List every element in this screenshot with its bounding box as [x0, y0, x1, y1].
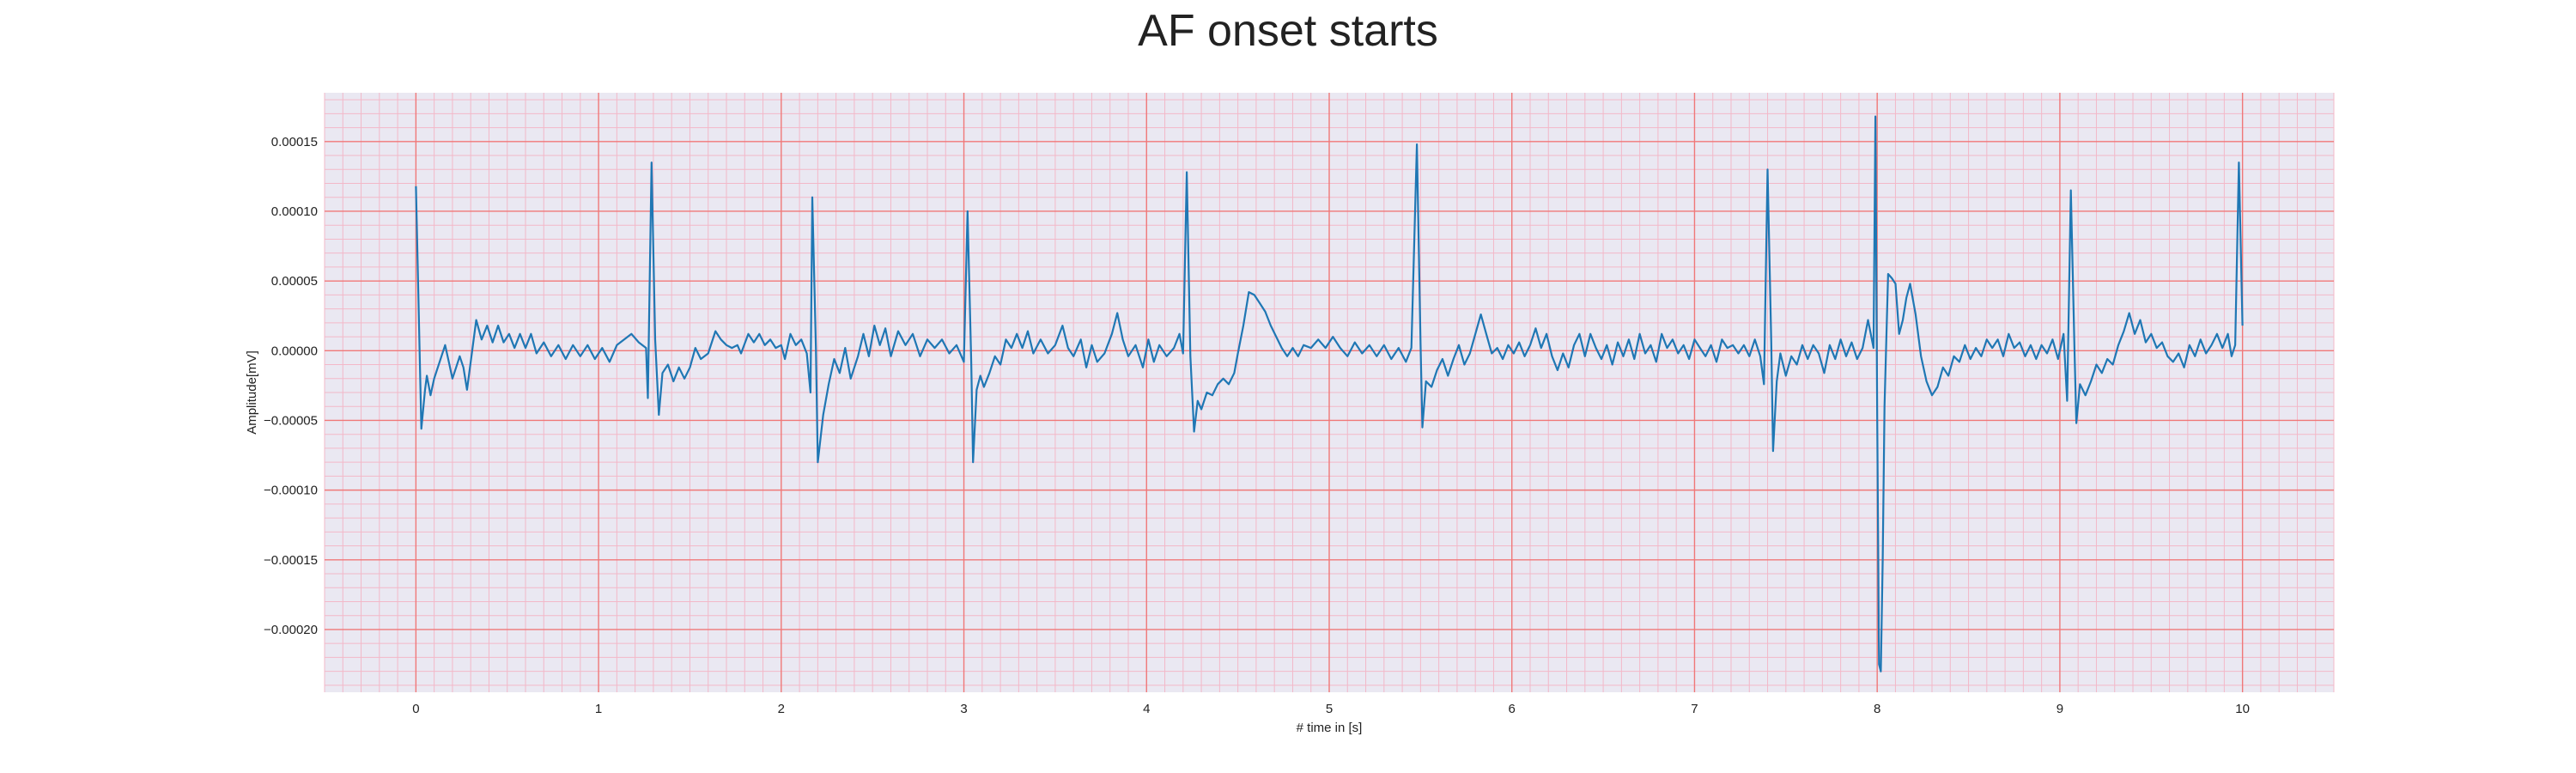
x-tick-label: 6	[1509, 702, 1516, 716]
x-tick-label: 4	[1143, 702, 1150, 716]
y-tick-label: −0.00015	[264, 553, 318, 568]
x-tick-label: 2	[778, 702, 785, 716]
y-tick-label: 0.00000	[271, 344, 318, 358]
chart-title: AF onset starts	[1138, 6, 1438, 56]
x-tick-label: 1	[595, 702, 602, 716]
x-tick-label: 9	[2057, 702, 2063, 716]
x-tick-label: 8	[1874, 702, 1880, 716]
y-axis-ticks: 0.00015 0.00010 0.00005 0.00000 −0.00005 −0.0…	[264, 135, 318, 637]
y-tick-label: −0.00010	[264, 484, 318, 498]
y-tick-label: 0.00010	[271, 204, 318, 219]
x-axis-label: # time in [s]	[1297, 721, 1363, 735]
y-axis-label: Amplitude[mV]	[245, 350, 259, 435]
x-tick-label: 10	[2235, 702, 2250, 716]
x-tick-label: 3	[960, 702, 967, 716]
y-tick-label: −0.00005	[264, 413, 318, 428]
x-tick-label: 0	[412, 702, 419, 716]
x-axis-ticks: 0 1 2 3 4 5 6 7 8 9 10	[412, 702, 2250, 716]
x-tick-label: 7	[1691, 702, 1698, 716]
y-tick-label: −0.00020	[264, 623, 318, 637]
y-tick-label: 0.00015	[271, 135, 318, 149]
y-tick-label: 0.00005	[271, 274, 318, 289]
x-tick-label: 5	[1326, 702, 1333, 716]
major-grid	[325, 93, 2334, 692]
ecg-signal-line	[415, 115, 2244, 673]
